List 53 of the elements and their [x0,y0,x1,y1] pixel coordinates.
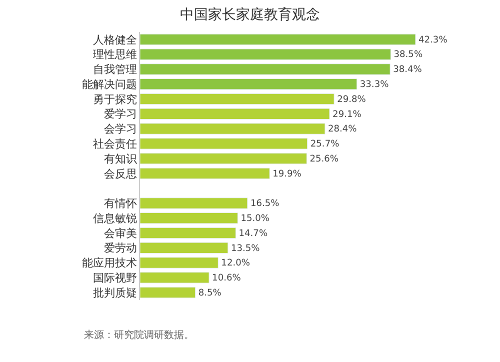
bar [140,152,307,164]
bar [140,138,308,150]
bar [140,64,390,75]
data-label: 25.7% [310,140,340,150]
y-tick-label: 会反思 [104,167,137,180]
data-label: 15.0% [240,214,270,224]
data-label: 38.5% [394,50,423,60]
data-label: 10.6% [212,274,242,284]
y-tick-label: 信息敏锐 [92,212,137,225]
y-tick-label: 有知识 [104,152,137,166]
data-label: 14.7% [238,228,268,239]
bar [140,227,236,239]
y-tick-label: 会审美 [104,226,137,240]
y-tick-label: 爱学习 [104,108,137,121]
y-tick-label: 能解决问题 [82,78,137,91]
data-label: 38.4% [393,65,422,76]
bar [140,93,334,105]
bar [140,212,238,224]
data-label: 25.6% [310,154,339,164]
data-label: 13.5% [230,244,260,254]
bar [140,272,210,284]
bar [140,257,218,268]
bar [140,123,326,134]
bar [140,108,330,120]
data-label: 33.3% [360,80,390,90]
y-tick-label: 人格健全 [92,33,137,46]
bar [140,34,416,46]
bar [140,48,391,60]
source-note: 来源：研究院调研数据。 [84,329,194,341]
data-label: 12.0% [221,258,250,269]
bar [140,78,358,90]
y-tick-label: 国际视野 [92,272,137,285]
bar [140,242,228,254]
y-tick-label: 爱劳动 [104,242,137,255]
chart-title: 中国家长家庭教育观念 [180,6,320,23]
y-tick-label: 勇于探究 [92,92,137,106]
y-tick-label: 社会责任 [92,138,137,151]
y-tick-label: 有情怀 [104,197,137,210]
y-tick-label: 自我管理 [92,63,137,76]
y-tick-label: 批判质疑 [92,286,137,300]
data-label: 29.1% [332,110,362,120]
data-label: 42.3% [418,35,448,46]
bar [140,198,248,209]
y-tick-label: 会学习 [104,122,137,136]
data-label: 28.4% [328,124,358,135]
data-label: 8.5% [198,288,222,298]
data-label: 29.8% [337,94,366,105]
bar [140,286,196,298]
bar [140,168,270,180]
y-tick-label: 理性思维 [92,48,137,62]
y-tick-label: 能应用技术 [82,256,137,270]
data-label: 19.9% [272,169,302,180]
data-label: 16.5% [250,199,280,210]
